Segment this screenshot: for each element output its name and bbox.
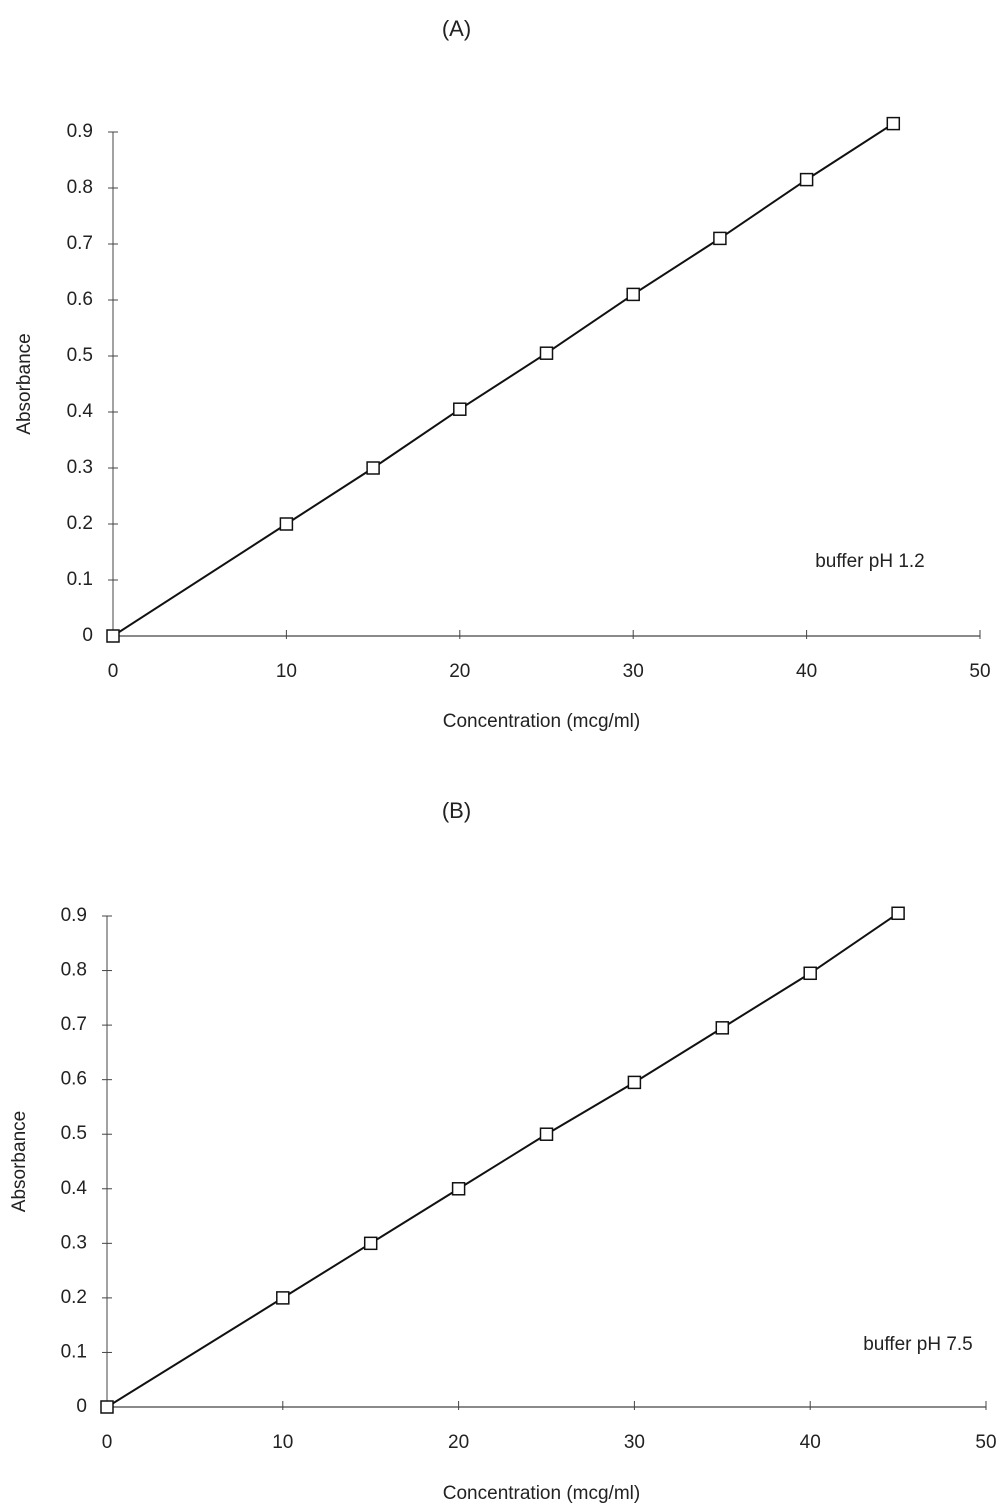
marker bbox=[453, 402, 467, 416]
marker bbox=[713, 231, 727, 246]
x-tick-label: 10 bbox=[272, 1432, 293, 1453]
x-tick-label: 0 bbox=[102, 1432, 113, 1453]
marker bbox=[715, 1021, 730, 1035]
y-tick-label: 0.8 bbox=[61, 960, 87, 981]
x-tick-label: 50 bbox=[975, 1432, 996, 1453]
x-tick-label: 0 bbox=[108, 661, 119, 682]
marker bbox=[803, 966, 817, 981]
x-tick-label: 10 bbox=[276, 661, 297, 682]
annotation: buffer pH 1.2 bbox=[815, 551, 925, 572]
marker bbox=[279, 517, 294, 531]
marker bbox=[100, 1400, 114, 1414]
y-tick-label: 0.7 bbox=[61, 1014, 87, 1035]
y-tick-label: 0 bbox=[76, 1396, 87, 1417]
y-tick-label: 0.5 bbox=[61, 1123, 87, 1144]
x-tick-label: 30 bbox=[624, 1432, 645, 1453]
marker bbox=[539, 1127, 554, 1141]
y-axis-label: Absorbance bbox=[14, 333, 35, 434]
marker bbox=[366, 461, 380, 475]
annotation: buffer pH 7.5 bbox=[863, 1334, 973, 1355]
x-tick-label: 40 bbox=[796, 661, 817, 682]
y-tick-label: 0.1 bbox=[61, 1341, 87, 1362]
x-tick-label: 40 bbox=[800, 1432, 821, 1453]
x-axis-label: Concentration (mcg/ml) bbox=[443, 1483, 640, 1504]
y-tick-label: 0.4 bbox=[61, 1178, 88, 1199]
y-tick-label: 0.3 bbox=[67, 457, 93, 478]
x-tick-label: 20 bbox=[448, 1432, 469, 1453]
y-tick-label: 0.9 bbox=[61, 905, 87, 926]
marker bbox=[627, 1075, 642, 1090]
chart-title: (B) bbox=[442, 798, 471, 823]
x-axis-label: Concentration (mcg/ml) bbox=[443, 711, 640, 732]
x-tick-label: 20 bbox=[449, 661, 470, 682]
y-axis-label: Absorbance bbox=[9, 1111, 30, 1212]
y-tick-label: 0.6 bbox=[61, 1069, 87, 1090]
data-line bbox=[106, 912, 899, 1408]
y-tick-label: 0.3 bbox=[61, 1232, 87, 1253]
marker bbox=[451, 1182, 466, 1196]
x-tick-label: 50 bbox=[969, 661, 990, 682]
y-tick-label: 0.4 bbox=[67, 401, 94, 422]
data-line bbox=[112, 122, 894, 637]
marker bbox=[363, 1236, 378, 1251]
marker bbox=[539, 346, 554, 360]
marker bbox=[106, 629, 120, 643]
chart-title: (A) bbox=[442, 16, 471, 41]
y-tick-label: 0.8 bbox=[67, 177, 93, 198]
marker bbox=[799, 172, 814, 187]
marker bbox=[626, 287, 640, 302]
y-tick-label: 0.6 bbox=[67, 289, 93, 310]
y-tick-label: 0.9 bbox=[67, 121, 93, 142]
y-tick-label: 0.1 bbox=[67, 569, 93, 590]
marker bbox=[276, 1291, 290, 1305]
marker bbox=[886, 116, 901, 131]
x-tick-label: 30 bbox=[623, 661, 644, 682]
y-tick-label: 0 bbox=[82, 625, 93, 646]
y-tick-label: 0.2 bbox=[67, 513, 93, 534]
y-tick-label: 0.2 bbox=[61, 1287, 87, 1308]
y-tick-label: 0.5 bbox=[67, 345, 93, 366]
marker bbox=[891, 906, 905, 921]
y-tick-label: 0.7 bbox=[67, 233, 93, 254]
